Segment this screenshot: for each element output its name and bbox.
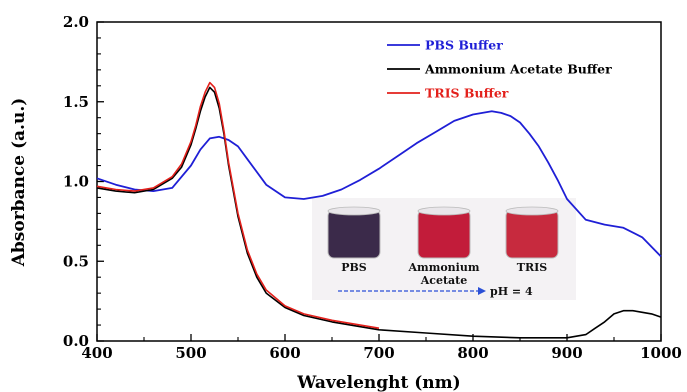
vial-rim [327, 206, 381, 216]
x-tick-label: 600 [269, 344, 300, 362]
vial [417, 209, 471, 259]
x-tick-label: 900 [551, 344, 582, 362]
x-tick-label: 800 [457, 344, 488, 362]
y-axis-title: Absorbance (a.u.) [9, 98, 29, 268]
vial-label: PBS [341, 261, 367, 274]
vial-label: Acetate [420, 274, 468, 287]
y-tick-label: 2.0 [63, 13, 89, 31]
x-axis-title: Wavelenght (nm) [296, 373, 460, 392]
vial [505, 209, 559, 259]
ph-arrow-head [478, 287, 486, 295]
vial-label: Ammonium [408, 261, 480, 274]
series-lines [96, 81, 662, 339]
vial [327, 209, 381, 259]
x-tick-label: 400 [81, 344, 112, 362]
x-tick-label: 1000 [640, 344, 682, 362]
legend-label: TRIS Buffer [425, 86, 509, 101]
axis-tick-labels: 400 500 600 700 800 900 1000 0.0 0.5 1.0 1.5 2.0 [63, 13, 682, 362]
vial-label: TRIS [517, 261, 547, 274]
y-tick-label: 0.0 [63, 332, 89, 350]
legend-label: Ammonium Acetate Buffer [424, 62, 612, 77]
x-tick-label: 500 [175, 344, 206, 362]
y-tick-label: 0.5 [63, 252, 89, 270]
series-line-2 [96, 86, 662, 339]
vial-rim [505, 206, 559, 216]
series-line-1 [96, 110, 662, 258]
ph-label: pH = 4 [490, 285, 533, 298]
series-line-3 [96, 81, 380, 329]
vial-rim [417, 206, 471, 216]
legend-label: PBS Buffer [425, 38, 503, 53]
legend: PBS Buffer Ammonium Acetate Buffer TRIS Bu… [387, 38, 612, 101]
y-tick-label: 1.5 [63, 93, 89, 111]
x-tick-label: 700 [363, 344, 394, 362]
y-tick-label: 1.0 [63, 173, 89, 191]
